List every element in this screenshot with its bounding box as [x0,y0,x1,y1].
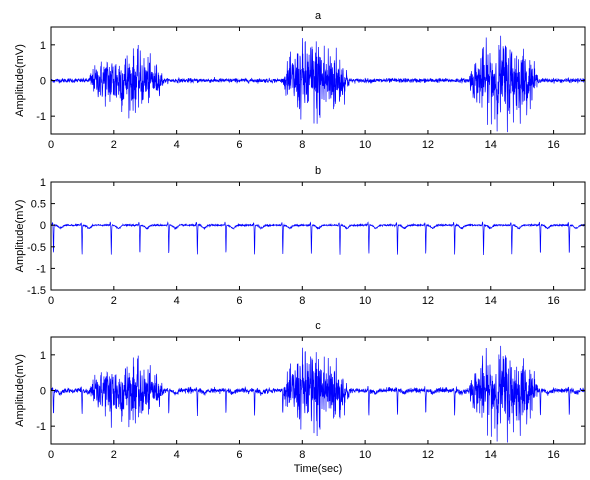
x-tick-label: 16 [547,139,559,151]
y-tick-label: 0.5 [31,199,46,211]
x-tick-label: 16 [547,295,559,307]
x-tick-label: 12 [422,449,434,461]
y-tick-label: -1 [36,421,46,433]
x-tick-label: 6 [236,449,242,461]
y-axis-label: Amplitude(mV) [14,44,26,117]
x-tick-label: 14 [485,139,497,151]
x-tick-label: 4 [174,295,180,307]
x-tick-label: 12 [422,295,434,307]
x-tick-label: 0 [48,449,54,461]
x-tick-label: 10 [359,139,371,151]
x-tick-label: 10 [359,295,371,307]
x-tick-label: 0 [48,295,54,307]
x-tick-label: 16 [547,449,559,461]
x-tick-label: 2 [111,295,117,307]
axes-box [50,181,586,291]
subplot-b: 0 2 4 6 8 10 12 14 16 -1.5 -1 -0.5 0 0.5 1 b Amplitude(m… [14,165,586,307]
signal-trace-b [51,221,585,256]
x-tick-label: 6 [236,295,242,307]
y-tick-label: 0 [40,76,46,88]
y-axis-label: Amplitude(mV) [14,354,26,427]
subplot-title: b [315,165,321,177]
subplot-title: c [315,320,321,332]
subplot-a: 0 2 4 6 8 10 12 14 16 -1 0 1 a Amplitude(mV) [14,10,586,151]
signal-trace-a [51,35,585,133]
x-tick-label: 14 [485,449,497,461]
x-tick-label: 0 [48,139,54,151]
x-tick-label: 4 [174,449,180,461]
subplot-c: 0 2 4 6 8 10 12 14 16 -1 0 1 c Amplitude(mV) Time(sec) [14,320,586,475]
y-axis-label: Amplitude(mV) [14,200,26,273]
y-tick-label: 1 [40,40,46,52]
x-axis-label: Time(sec) [294,463,342,475]
x-tick-label: 6 [236,139,242,151]
y-tick-label: 1 [40,350,46,362]
x-tick-label: 14 [485,295,497,307]
x-tick-label: 4 [174,139,180,151]
y-tick-label: -1.5 [27,285,46,297]
signal-trace-c [51,345,585,443]
y-tick-label: -1 [36,263,46,275]
x-tick-label: 8 [299,449,305,461]
x-tick-label: 12 [422,139,434,151]
y-tick-label: 0 [40,220,46,232]
x-tick-label: 10 [359,449,371,461]
x-tick-label: 8 [299,139,305,151]
x-tick-label: 8 [299,295,305,307]
x-tick-label: 2 [111,139,117,151]
subplot-title: a [315,10,322,22]
y-tick-label: -0.5 [27,242,46,254]
y-tick-label: -1 [36,111,46,123]
y-tick-label: 0 [40,386,46,398]
y-tick-label: 1 [40,177,46,189]
x-tick-label: 2 [111,449,117,461]
